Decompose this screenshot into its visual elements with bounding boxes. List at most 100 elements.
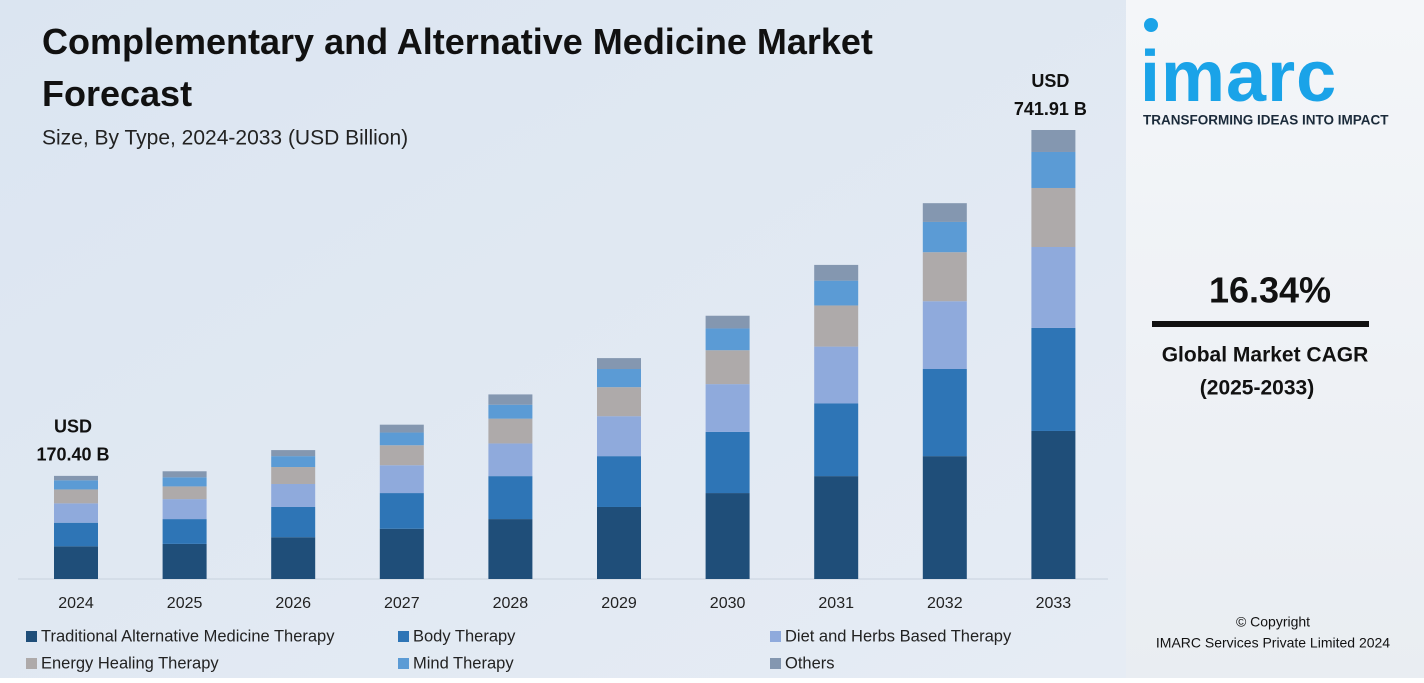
annotation: USD [54, 417, 92, 437]
bar-segment [54, 475, 98, 481]
bar-segment [705, 328, 750, 351]
bar-segment [814, 280, 859, 306]
bar-segment [271, 450, 316, 457]
legend-label: Others [785, 654, 835, 672]
legend-label: Energy Healing Therapy [41, 654, 219, 672]
bar-segment [54, 503, 98, 523]
bar-segment [379, 528, 424, 579]
bar-segment [271, 456, 316, 468]
legend-label: Mind Therapy [413, 654, 514, 672]
chart-title: Complementary and Alternative Medicine M… [42, 21, 873, 114]
bar-segment [162, 477, 207, 487]
bar-segment [922, 368, 967, 457]
bar-segment [54, 480, 98, 490]
bar-segment [488, 418, 533, 444]
logo: imarc [1140, 37, 1337, 117]
cagr-value: 16.34% [1209, 270, 1331, 311]
bar-segment [814, 476, 859, 579]
tagline: TRANSFORMING IDEAS INTO IMPACT [1143, 113, 1389, 128]
annotation: 741.91 B [1014, 99, 1087, 119]
bar-segment [162, 543, 207, 579]
legend-swatch [398, 631, 409, 642]
legend-swatch [398, 658, 409, 669]
x-tick-label: 2027 [384, 595, 420, 612]
bar-segment [705, 431, 750, 494]
x-tick-label: 2030 [710, 595, 746, 612]
bar-segment [814, 346, 859, 404]
bar-segment [1031, 130, 1076, 152]
bar-segment [922, 301, 967, 369]
bar-segment [597, 456, 641, 507]
bar-segment [597, 368, 641, 388]
bar-segment [379, 465, 424, 494]
bar-segment [705, 493, 750, 579]
legend-label: Diet and Herbs Based Therapy [785, 627, 1012, 645]
bar-segment [162, 519, 207, 544]
bar-segment [597, 387, 641, 417]
bar-segment [705, 315, 750, 329]
bar-segment [1031, 151, 1076, 188]
bar-segment [705, 350, 750, 385]
bar-segment [814, 403, 859, 477]
legend-swatch [770, 631, 781, 642]
bar-segment [488, 476, 533, 520]
legend-swatch [770, 658, 781, 669]
x-tick-label: 2028 [493, 595, 529, 612]
bar-segment [271, 483, 316, 507]
company: IMARC Services Private Limited 2024 [1156, 635, 1390, 651]
bar-segment [488, 443, 533, 477]
bar-segment [1031, 430, 1076, 579]
bar-segment [597, 416, 641, 457]
bar-segment [379, 424, 424, 433]
bar-segment [922, 203, 967, 222]
bar-segment [488, 404, 533, 419]
legend-label: Body Therapy [413, 627, 516, 645]
legend-swatch [26, 658, 37, 669]
cagr-period: (2025-2033) [1200, 377, 1314, 400]
x-tick-label: 2026 [275, 595, 311, 612]
chart-subtitle: Size, By Type, 2024-2033 (USD Billion) [42, 127, 408, 150]
cagr-label: Global Market CAGR [1162, 344, 1369, 367]
x-tick-label: 2032 [927, 595, 963, 612]
logo-dot [1144, 18, 1158, 32]
x-tick-label: 2033 [1036, 595, 1072, 612]
bar-segment [162, 499, 207, 520]
annotation: USD [1031, 71, 1069, 91]
x-tick-label: 2031 [818, 595, 854, 612]
cagr-rule [1152, 321, 1369, 327]
bar-segment [922, 252, 967, 302]
x-tick-label: 2024 [58, 595, 94, 612]
bar-segment [54, 489, 98, 504]
bar-segment [379, 493, 424, 529]
bar-segment [922, 456, 967, 579]
bar-segment [922, 221, 967, 253]
bar-segment [54, 546, 98, 579]
bar-segment [814, 305, 859, 347]
x-tick-label: 2029 [601, 595, 637, 612]
bar-segment [1031, 187, 1076, 247]
bar-segment [488, 519, 533, 579]
bar-segment [379, 445, 424, 466]
legend-swatch [26, 631, 37, 642]
x-tick-label: 2025 [167, 595, 203, 612]
bar-segment [814, 264, 859, 281]
copyright: © Copyright [1236, 614, 1310, 630]
bar-segment [597, 358, 641, 369]
bar-segment [271, 467, 316, 484]
bar-segment [271, 506, 316, 538]
bar-segment [162, 486, 207, 500]
bar-segment [1031, 327, 1076, 431]
legend-label: Traditional Alternative Medicine Therapy [41, 627, 335, 645]
bar-segment [271, 537, 316, 579]
bar-segment [705, 384, 750, 432]
bar-segment [379, 432, 424, 446]
bar-segment [162, 471, 207, 478]
bar-segment [488, 394, 533, 405]
bar-segment [1031, 246, 1076, 328]
side-panel [1126, 0, 1424, 678]
bar-segment [54, 522, 98, 547]
annotation: 170.40 B [36, 445, 109, 465]
bar-segment [597, 506, 641, 579]
